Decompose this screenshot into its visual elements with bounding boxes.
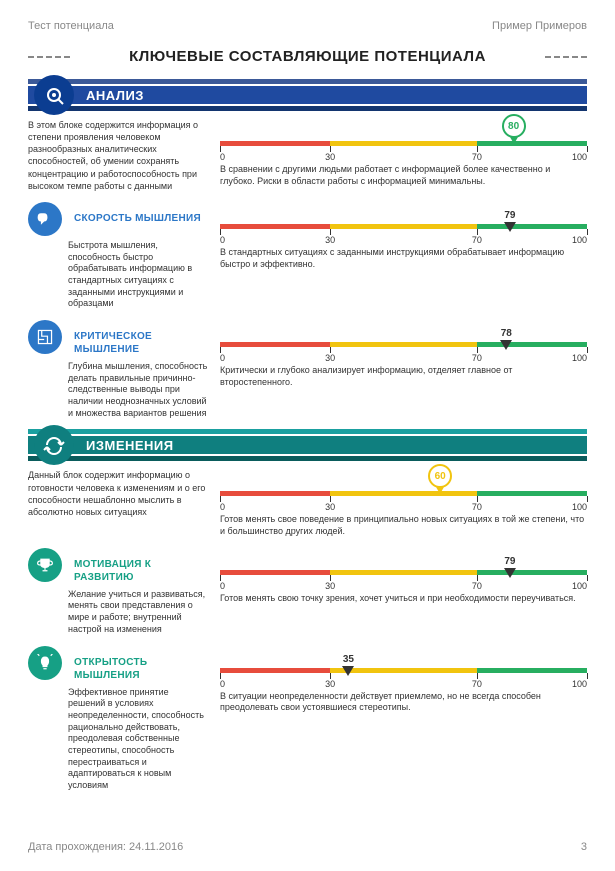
score-pin: 60 [428,464,452,494]
scale: 79 0 30 70 100 Готов менять свою точку зрения… [220,548,587,605]
tick-label: 100 [572,235,587,245]
footer-page: 3 [581,841,587,853]
tick-label: 30 [325,152,335,162]
tick [587,347,588,353]
scale: 78 0 30 70 100 Критически и глубоко анализиру… [220,320,587,388]
sub-row-critical: КРИТИЧЕСКОЕ МЫШЛЕНИЕ Глубина мышления, сп… [28,320,587,419]
sub-title: СКОРОСТЬ МЫШЛЕНИЯ [74,202,208,226]
tick-label: 100 [572,581,587,591]
tick-label: 70 [472,581,482,591]
title-row: КЛЮЧЕВЫЕ СОСТАВЛЯЮЩИЕ ПОТЕНЦИАЛА [28,48,587,65]
scale-ticks: 0 30 70 100 [220,146,587,160]
score-value: 60 [428,464,452,488]
tick-label: 30 [325,235,335,245]
tick [587,146,588,152]
sub-desc: Желание учиться и развиваться, менять св… [68,589,208,636]
tick [587,229,588,235]
header-right: Пример Примеров [492,20,587,32]
footer-date: Дата прохождения: 24.11.2016 [28,841,183,853]
tick-label: 70 [472,679,482,689]
sub-title: МОТИВАЦИЯ К РАЗВИТИЮ [74,548,208,585]
page-footer: Дата прохождения: 24.11.2016 3 [28,841,587,853]
score-pin: 80 [502,114,526,144]
tick-label: 0 [220,502,225,512]
scale: 79 0 30 70 100 В стандартных ситуациях с зада… [220,202,587,270]
section-title: ИЗМЕНЕНИЯ [86,438,174,453]
tick-label: 0 [220,353,225,363]
section-banner-change: ИЗМЕНЕНИЯ [28,429,587,461]
dash-left [28,56,70,58]
sub-desc: Глубина мышления, способность делать пра… [68,361,208,419]
scale: 35 0 30 70 100 В ситуации неопределенности де… [220,646,587,714]
score-value: 78 [500,328,512,339]
brain-icon [28,202,62,236]
scale: 8003070100В сравнении с другими людьми р… [220,119,587,187]
dash-right [545,56,587,58]
tick-label: 100 [572,679,587,689]
sub-row-speed: СКОРОСТЬ МЫШЛЕНИЯ Быстрота мышления, спос… [28,202,587,310]
interpretation: В сравнении с другими людьми работает с … [220,164,587,187]
scale-ticks: 0 30 70 100 [220,575,587,589]
sub-row-motivation: МОТИВАЦИЯ К РАЗВИТИЮ Желание учиться и ра… [28,548,587,636]
tick [587,575,588,581]
section-title: АНАЛИЗ [86,88,144,103]
header-left: Тест потенциала [28,20,114,32]
tick-label: 100 [572,502,587,512]
tick [587,496,588,502]
tick-label: 100 [572,152,587,162]
sub-title: ОТКРЫТОСТЬ МЫШЛЕНИЯ [74,646,208,683]
lightbulb-icon [28,646,62,680]
tick-label: 0 [220,581,225,591]
tick-label: 70 [472,353,482,363]
score-value: 35 [342,654,354,665]
interpretation: Готов менять свою точку зрения, хочет уч… [220,593,587,605]
interpretation: Готов менять свое поведение в принципиал… [220,514,587,537]
score-value: 79 [504,556,516,567]
interpretation: В стандартных ситуациях с заданными инст… [220,247,587,270]
tick-label: 70 [472,235,482,245]
analysis-icon [34,75,74,115]
trophy-icon [28,548,62,582]
section-banner-analysis: АНАЛИЗ [28,79,587,111]
tick-label: 100 [572,353,587,363]
sub-row-openness: ОТКРЫТОСТЬ МЫШЛЕНИЯ Эффективное принятие … [28,646,587,792]
section-intro-row: В этом блоке содержится информация о сте… [28,119,587,192]
section-intro: Данный блок содержит информацию о готовн… [28,469,208,537]
scale-ticks: 0 30 70 100 [220,229,587,243]
maze-icon [28,320,62,354]
scale-ticks: 0 30 70 100 [220,347,587,361]
page-title: КЛЮЧЕВЫЕ СОСТАВЛЯЮЩИЕ ПОТЕНЦИАЛА [70,48,545,65]
section-intro: В этом блоке содержится информация о сте… [28,119,208,192]
tick-label: 70 [472,152,482,162]
sub-desc: Эффективное принятие решений в условиях … [68,687,208,792]
tick-label: 70 [472,502,482,512]
tick-label: 0 [220,152,225,162]
tick [587,673,588,679]
scale-ticks: 0 30 70 100 [220,496,587,510]
score-value: 79 [504,210,516,221]
section-intro-row: Данный блок содержит информацию о готовн… [28,469,587,537]
tick-label: 30 [325,353,335,363]
score-value: 80 [502,114,526,138]
tick-label: 30 [325,679,335,689]
scale: 6003070100Готов менять свое поведение в … [220,469,587,537]
tick-label: 30 [325,502,335,512]
tick-label: 0 [220,679,225,689]
tick-label: 0 [220,235,225,245]
interpretation: В ситуации неопределенности действует пр… [220,691,587,714]
sub-desc: Быстрота мышления, способность быстро об… [68,240,208,310]
interpretation: Критически и глубоко анализирует информа… [220,365,587,388]
tick-label: 30 [325,581,335,591]
sub-title: КРИТИЧЕСКОЕ МЫШЛЕНИЕ [74,320,208,357]
scale-ticks: 0 30 70 100 [220,673,587,687]
page-header: Тест потенциала Пример Примеров [28,20,587,32]
